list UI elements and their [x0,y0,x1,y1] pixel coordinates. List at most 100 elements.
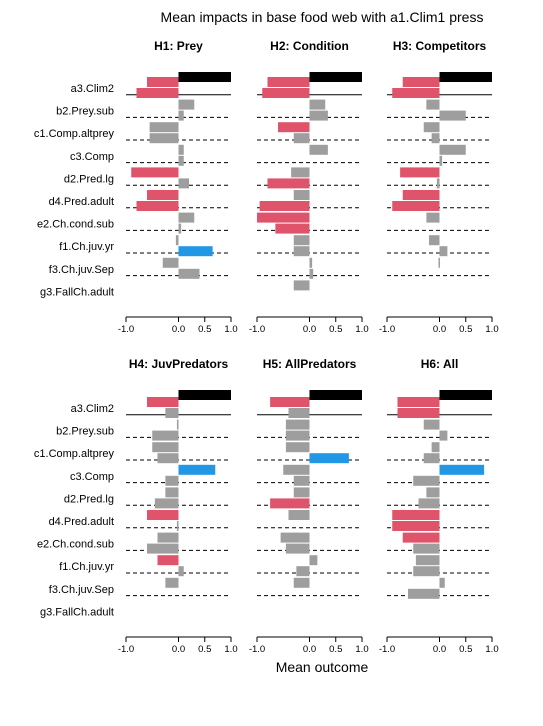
panel-3: H3: Competitors -1.0 0.0 0.5 1.0 [379,39,499,335]
x-tick-label: 0.5 [459,644,472,655]
bar-c1.Comp.altprey [149,133,179,144]
bar-c3.Comp [309,144,328,155]
bar-b2.Prey.sub [176,419,179,430]
x-tick-label: 0.0 [303,644,316,655]
category-label: c3.Comp [70,151,114,163]
category-label: c1.Comp.altprey [34,128,115,140]
bar-d2.Pred.lg [267,178,310,189]
category-label: e2.Ch.cond.sub [37,539,114,551]
bar-f1.Ch.juv.yr [293,235,310,246]
bar-b2.Prey.sub [439,110,466,121]
x-tick-label: 0.0 [433,644,446,655]
x-tick-label: 0.0 [303,324,316,335]
bar-e2.Ch.cond.sub [426,212,440,223]
bar-e2.Ch.cond.sub [147,543,179,554]
bar-e2.Ch.cond.sub [257,212,310,223]
bar-c1.Comp.altprey [157,453,179,464]
bar-f3.Ch.juv.Sep [178,268,200,279]
panel-title: H3: Competitors [393,39,487,53]
panel-title: H1: Prey [154,39,203,53]
bar-b2.Prey.sub [285,430,310,441]
category-label: b2.Prey.sub [56,106,114,118]
x-tick-label: 1.0 [224,644,237,655]
bar-c1.Comp.altprey [149,122,179,133]
bar-c3.Comp [439,155,443,166]
bar-e2.Ch.cond.sub [178,212,195,223]
bar-d2.Pred.lg [291,167,310,178]
bar-d4.Pred.adult [293,190,310,200]
bar-d2.Pred.lg [400,167,440,178]
bar-a3.Clim2 [270,397,310,407]
panel-title: H2: Condition [270,39,349,53]
bar-d2.Pred.lg [165,487,179,498]
panel-title: H4: JuvPredators [129,357,229,371]
bar-a3.Clim2 [262,88,310,98]
category-label: g3.FallCh.adult [40,286,114,298]
bar-c1.Comp.altprey [423,122,440,133]
x-tick-label: 0.5 [198,324,211,335]
bar-d2.Pred.lg [178,178,189,189]
category-label: c1.Comp.altprey [34,448,115,460]
category-label: f1.Ch.juv.yr [59,241,114,253]
bar-d4.Pred.adult [392,510,440,520]
bar-f1.Ch.juv.yr [309,555,318,566]
panel-6: H6: All -1.0 0.0 0.5 1.0 [379,357,499,655]
bar-a3.Clim2 [267,77,310,87]
category-label: f3.Ch.juv.Sep [49,584,114,596]
bar-b2.Prey.sub [439,430,448,441]
bar-e2.Ch.cond.sub [413,543,440,554]
bar-f3.Ch.juv.Sep [309,257,313,268]
x-tick-label: -1.0 [118,324,134,335]
bar-d4.Pred.adult [392,201,440,211]
bar-b2.Prey.sub [178,110,184,121]
panel-4: H4: JuvPredators a3.Clim2 b2.Prey.sub c1.Co… [34,357,238,655]
bar-e2.Ch.cond.sub [285,543,310,554]
bar-c3.Comp [178,464,216,475]
bar-a3.Clim2 [402,77,440,87]
press-bar [439,72,492,82]
bar-e2.Ch.cond.sub [275,223,310,234]
bar-c1.Comp.altprey [309,453,349,464]
bar-d4.Pred.adult [136,201,179,211]
category-label: e2.Ch.cond.sub [37,219,114,231]
bar-a3.Clim2 [397,397,440,407]
x-tick-label: -1.0 [118,644,134,655]
bar-d4.Pred.adult [402,190,440,200]
x-tick-label: 1.0 [485,324,498,335]
category-label: g3.FallCh.adult [40,606,114,618]
bar-b2.Prey.sub [309,99,326,110]
x-tick-label: -1.0 [249,324,265,335]
bar-b2.Prey.sub [426,99,440,110]
panels-group: H1: Prey a3.Clim2 b2.Prey.sub c1.Comp.altpr… [34,39,499,655]
bar-f3.Ch.juv.Sep [165,577,179,588]
x-tick-label: 0.0 [172,324,185,335]
bar-f1.Ch.juv.yr [178,566,184,577]
bar-c3.Comp [293,475,310,486]
x-tick-label: 1.0 [355,324,368,335]
bar-f3.Ch.juv.Sep [439,577,445,588]
press-bar [178,390,231,400]
bar-d2.Pred.lg [270,498,310,509]
x-tick-label: 1.0 [485,644,498,655]
x-axis-label: Mean outcome [276,659,369,675]
bar-f1.Ch.juv.yr [415,555,440,566]
bar-g3.FallCh.adult [293,280,310,291]
bar-a3.Clim2 [288,408,310,418]
bar-a3.Clim2 [165,408,179,418]
panel-1: H1: Prey a3.Clim2 b2.Prey.sub c1.Comp.altpr… [34,39,238,335]
bar-b2.Prey.sub [152,430,179,441]
panel-2: H2: Condition -1.0 0.0 0.5 1.0 [249,39,369,335]
bar-d2.Pred.lg [436,178,440,189]
category-label: d4.Pred.adult [49,196,114,208]
x-tick-label: -1.0 [249,644,265,655]
bar-c3.Comp [283,464,310,475]
panel-title: H5: AllPredators [263,357,357,371]
bar-c1.Comp.altprey [293,133,310,144]
x-tick-label: 0.0 [433,324,446,335]
bar-d2.Pred.lg [131,167,179,178]
bar-f1.Ch.juv.yr [413,566,440,577]
bar-a3.Clim2 [397,408,440,418]
category-label: a3.Clim2 [71,403,114,415]
bar-f3.Ch.juv.Sep [293,577,310,588]
